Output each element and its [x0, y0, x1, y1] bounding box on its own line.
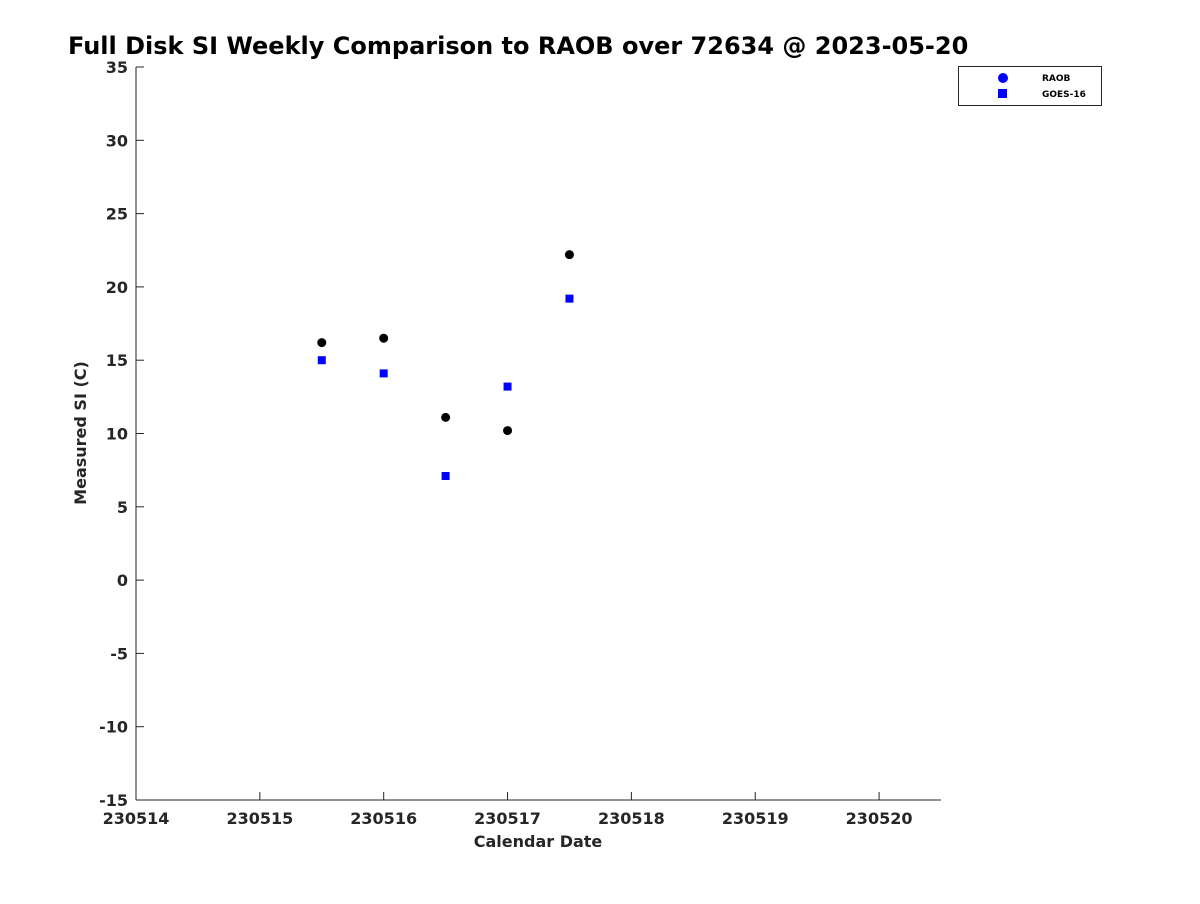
y-tick-label: 35 — [106, 58, 128, 77]
y-tick-label: 20 — [106, 278, 128, 297]
legend-raob-label: RAOB — [1042, 74, 1071, 84]
x-tick-label: 230520 — [846, 809, 913, 828]
y-tick-label: 30 — [106, 131, 128, 150]
legend-goes-label: GOES-16 — [1042, 90, 1086, 100]
goes-16-point — [317, 356, 326, 365]
raob-point — [564, 250, 574, 260]
goes-16-point — [379, 369, 388, 378]
axes: -15 -10 -5 0 5 10 15 20 25 30 35 230514 230515 230516… — [99, 58, 941, 828]
raob-point — [317, 338, 327, 348]
x-tick-label: 230518 — [598, 809, 665, 828]
x-tick-label: 230515 — [226, 809, 293, 828]
y-tick-label: 5 — [117, 498, 128, 517]
y-tick-label: 0 — [117, 571, 128, 590]
data-points — [317, 250, 574, 481]
x-tick-label: 230516 — [350, 809, 417, 828]
raob-point — [379, 333, 389, 343]
y-tick-label: 15 — [106, 351, 128, 370]
y-tick-label: -5 — [110, 644, 128, 663]
x-tick-label: 230519 — [722, 809, 789, 828]
x-axis-label: Calendar Date — [474, 832, 603, 851]
y-axis-label: Measured SI (C) — [71, 361, 90, 505]
goes-16-point — [503, 382, 512, 391]
y-tick-label: -10 — [99, 718, 128, 737]
raob-point — [441, 412, 451, 422]
chart-title: Full Disk SI Weekly Comparison to RAOB o… — [68, 32, 968, 60]
legend-raob-marker — [998, 73, 1008, 83]
x-tick-label: 230517 — [474, 809, 541, 828]
legend-box — [958, 66, 1102, 106]
legend-goes-marker — [998, 89, 1007, 98]
x-tick-label: 230514 — [103, 809, 170, 828]
goes-16-point — [441, 472, 450, 481]
legend: RAOB GOES-16 — [958, 66, 1102, 106]
goes-16-point — [565, 294, 574, 303]
y-tick-label: 10 — [106, 425, 128, 444]
y-tick-label: 25 — [106, 205, 128, 224]
y-tick-label: -15 — [99, 791, 128, 810]
raob-point — [503, 426, 513, 436]
